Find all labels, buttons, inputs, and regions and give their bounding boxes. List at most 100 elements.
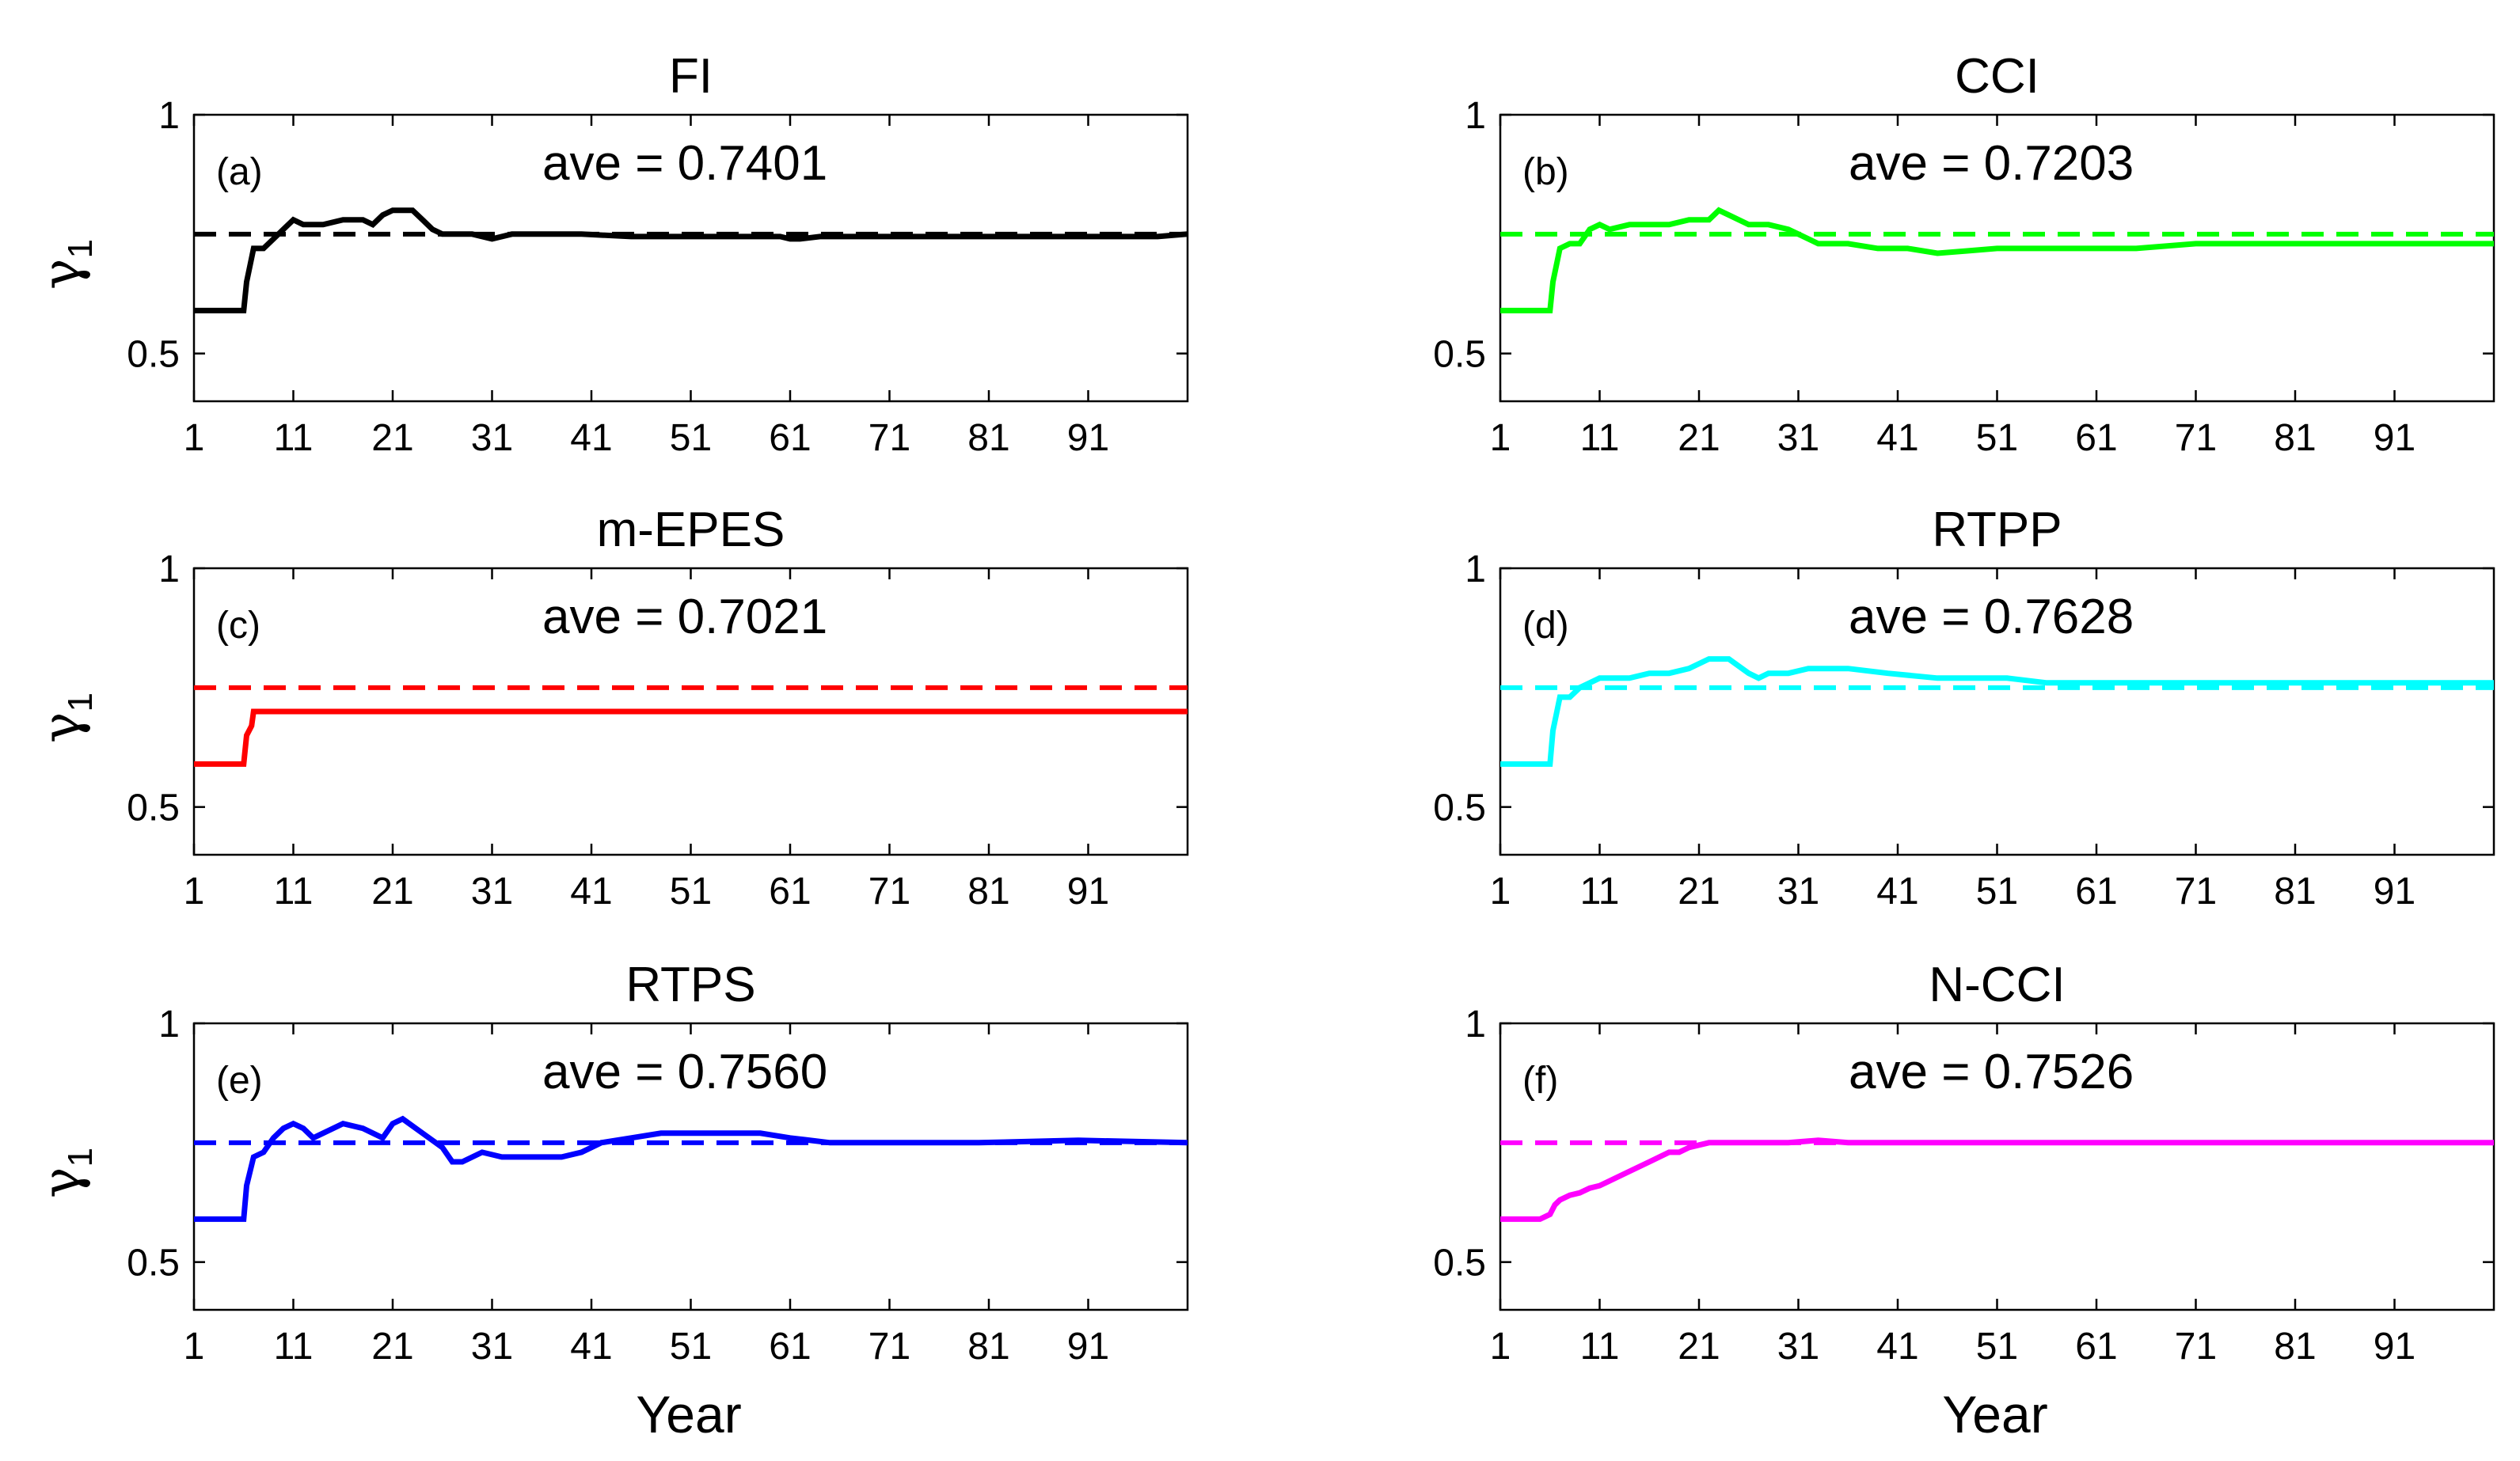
ave-annotation: ave = 0.7560 <box>542 1045 827 1099</box>
x-tick-label: 81 <box>967 871 1009 913</box>
x-tick-label: 31 <box>1777 871 1819 913</box>
chart-title: RTPP <box>1932 503 2062 557</box>
chart-title: FI <box>669 49 713 104</box>
x-tick-label: 1 <box>184 417 205 459</box>
x-tick-label: 61 <box>769 417 811 459</box>
panel-tag: (a) <box>216 151 263 193</box>
x-tick-label: 81 <box>2274 1326 2316 1368</box>
series-line <box>1500 656 2494 767</box>
chart-title: CCI <box>1955 49 2039 104</box>
x-tick-label: 31 <box>471 417 513 459</box>
x-tick-label: 91 <box>1067 1326 1109 1368</box>
x-tick-label: 71 <box>869 417 910 459</box>
x-tick-label: 11 <box>1580 871 1620 913</box>
x-tick-label: 11 <box>1580 1326 1620 1368</box>
ave-annotation: ave = 0.7526 <box>1849 1045 2134 1099</box>
y-axis-label: γ1 <box>31 693 100 743</box>
y-tick-label: 1 <box>158 95 180 137</box>
x-tick-label: 51 <box>1976 1326 2018 1368</box>
x-axis-label-left: Year <box>636 1385 741 1444</box>
x-tick-label: 91 <box>2374 1326 2415 1368</box>
ave-annotation: ave = 0.7628 <box>1849 590 2134 644</box>
x-tick-label: 71 <box>2175 871 2217 913</box>
x-axis-label-right: Year <box>1942 1385 2047 1444</box>
x-tick-label: 21 <box>1678 1326 1720 1368</box>
panel-tag: (d) <box>1522 605 1569 647</box>
x-tick-label: 71 <box>2175 1326 2217 1368</box>
y-tick-label: 0.5 <box>127 334 180 376</box>
series-line <box>194 1115 1188 1222</box>
x-tick-label: 1 <box>184 1326 205 1368</box>
ave-annotation: ave = 0.7401 <box>542 136 827 191</box>
x-tick-label: 71 <box>869 871 910 913</box>
x-tick-label: 51 <box>670 871 712 913</box>
x-tick-label: 41 <box>1876 1326 1918 1368</box>
x-tick-label: 41 <box>570 1326 612 1368</box>
y-tick-label: 1 <box>1465 95 1486 137</box>
x-tick-label: 61 <box>769 1326 811 1368</box>
y-tick-label: 1 <box>158 548 180 590</box>
y-axis-label-symbol: γ <box>31 1167 92 1198</box>
x-tick-label: 21 <box>1678 871 1720 913</box>
series-line <box>194 207 1188 313</box>
x-tick-label: 91 <box>1067 417 1109 459</box>
x-tick-label: 81 <box>967 1326 1009 1368</box>
ave-annotation: ave = 0.7203 <box>1849 136 2134 191</box>
series-line <box>1500 207 2494 313</box>
x-tick-label: 31 <box>471 1326 513 1368</box>
y-tick-label: 1 <box>1465 548 1486 590</box>
y-tick-label: 0.5 <box>1433 787 1486 829</box>
x-tick-label: 51 <box>1976 871 2018 913</box>
panel-tag: (f) <box>1522 1060 1558 1102</box>
y-tick-label: 0.5 <box>127 1243 180 1285</box>
x-tick-label: 51 <box>670 1326 712 1368</box>
x-tick-label: 41 <box>570 417 612 459</box>
y-tick-label: 1 <box>1465 1004 1486 1045</box>
x-tick-label: 81 <box>2274 417 2316 459</box>
x-tick-label: 1 <box>184 871 205 913</box>
x-tick-label: 11 <box>1580 417 1620 459</box>
x-tick-label: 1 <box>1490 871 1511 913</box>
x-tick-label: 1 <box>1490 1326 1511 1368</box>
y-tick-label: 1 <box>158 1004 180 1045</box>
x-tick-label: 31 <box>1777 417 1819 459</box>
x-tick-label: 41 <box>570 871 612 913</box>
panel-tag: (e) <box>216 1060 263 1102</box>
y-axis-label-subscript: 1 <box>61 239 100 258</box>
chart-title: N-CCI <box>1929 958 2065 1012</box>
x-tick-label: 21 <box>371 417 413 459</box>
panel-tag: (c) <box>216 605 260 647</box>
x-tick-label: 31 <box>471 871 513 913</box>
x-tick-label: 11 <box>274 417 314 459</box>
series-line <box>194 708 1188 767</box>
y-axis-label-subscript: 1 <box>61 693 100 712</box>
x-tick-label: 61 <box>2075 1326 2117 1368</box>
x-tick-label: 61 <box>2075 417 2117 459</box>
x-tick-label: 21 <box>371 1326 413 1368</box>
y-axis-label: γ1 <box>31 1148 100 1198</box>
x-tick-label: 21 <box>1678 417 1720 459</box>
x-tick-label: 91 <box>2374 417 2415 459</box>
y-axis-label-subscript: 1 <box>61 1148 100 1167</box>
chart-title: m-EPES <box>597 503 785 557</box>
x-tick-label: 81 <box>967 417 1009 459</box>
panel-tag: (b) <box>1522 151 1569 193</box>
x-tick-label: 11 <box>274 871 314 913</box>
x-tick-label: 71 <box>869 1326 910 1368</box>
x-tick-label: 91 <box>2374 871 2415 913</box>
x-tick-label: 51 <box>670 417 712 459</box>
y-tick-label: 0.5 <box>1433 1243 1486 1285</box>
x-tick-label: 61 <box>2075 871 2117 913</box>
y-tick-label: 0.5 <box>1433 334 1486 376</box>
chart-title: RTPS <box>625 958 755 1012</box>
series-line <box>1500 1137 2494 1222</box>
x-tick-label: 21 <box>371 871 413 913</box>
